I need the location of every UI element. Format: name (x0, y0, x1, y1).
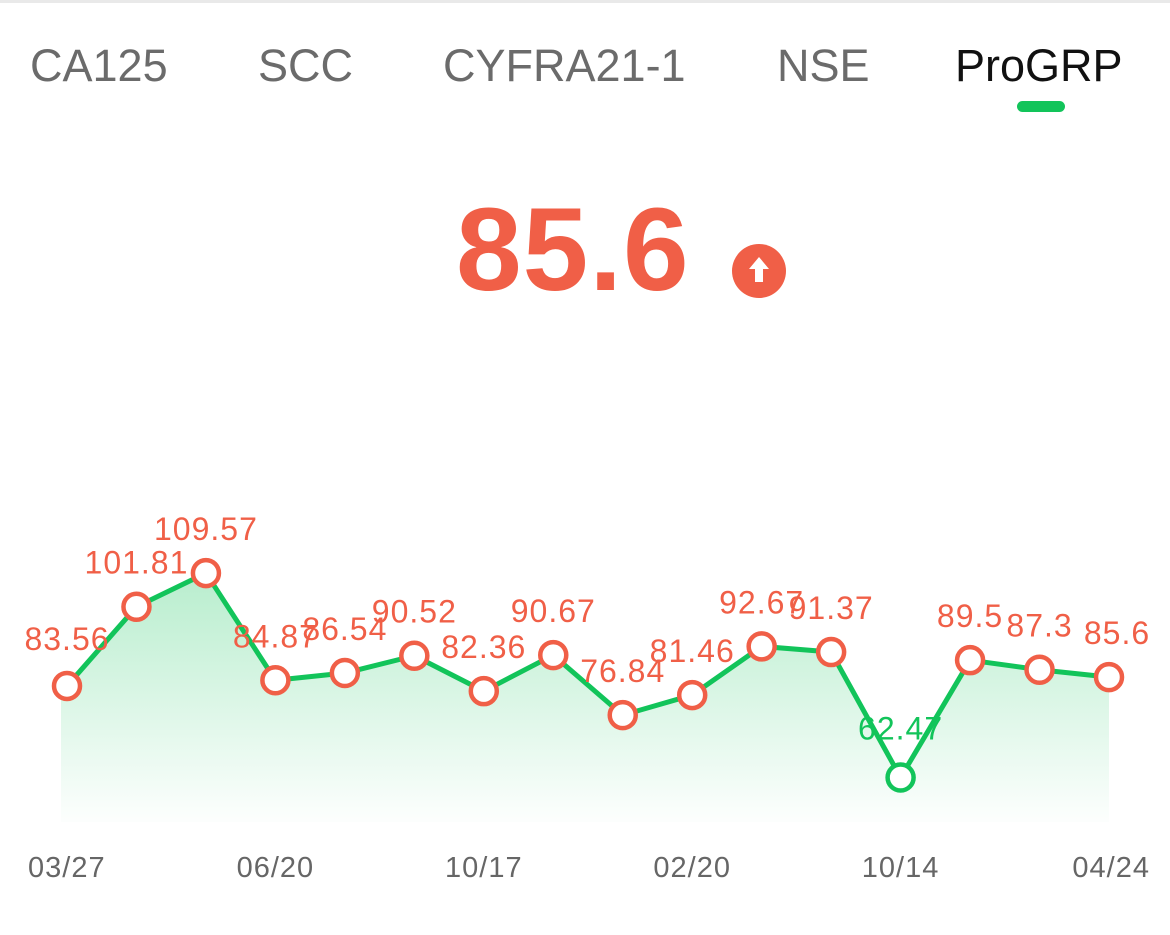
data-label: 62.47 (858, 710, 943, 746)
data-label: 89.5 (937, 598, 1003, 634)
data-point (1024, 654, 1055, 685)
data-label: 91.37 (789, 590, 874, 626)
current-value: 85.6 (456, 184, 690, 316)
data-point (954, 644, 986, 676)
data-label: 90.52 (372, 594, 457, 630)
x-tick-label: 10/14 (862, 852, 940, 884)
data-label: 90.67 (511, 593, 596, 629)
data-point (399, 640, 430, 671)
data-label: 76.84 (580, 653, 665, 689)
tab-progrp[interactable]: ProGRP (955, 40, 1123, 91)
data-point (885, 762, 916, 793)
area-fill (61, 573, 1109, 822)
x-tick-label: 06/20 (237, 852, 315, 884)
data-point (260, 665, 291, 696)
data-label: 83.56 (24, 621, 109, 657)
x-tick-label: 02/20 (653, 852, 731, 884)
data-label: 101.81 (85, 545, 189, 581)
x-tick-label: 04/24 (1072, 852, 1150, 884)
tab-cyfra21-1[interactable]: CYFRA21-1 (443, 40, 686, 91)
current-value-section: 85.6 (0, 180, 1170, 320)
data-point (329, 657, 361, 689)
data-label: 81.46 (650, 633, 735, 669)
arrow-up-icon (732, 244, 786, 298)
x-tick-label: 03/27 (28, 852, 106, 884)
data-point (676, 679, 708, 711)
tab-scc[interactable]: SCC (258, 40, 354, 91)
data-label: 82.36 (441, 629, 526, 665)
data-point (121, 591, 152, 622)
data-label: 85.6 (1084, 615, 1150, 651)
data-label: 109.57 (154, 511, 258, 547)
data-point (190, 557, 222, 589)
data-label: 84.87 (233, 618, 318, 654)
top-border (0, 0, 1170, 3)
active-tab-indicator (1017, 101, 1065, 112)
data-label: 86.54 (302, 611, 387, 647)
series-line (65, 570, 1110, 780)
data-point (746, 631, 777, 662)
data-point (538, 639, 569, 671)
data-label: 87.3 (1006, 608, 1072, 644)
data-point (51, 670, 83, 702)
tab-nse[interactable]: NSE (777, 40, 870, 91)
data-label: 92.67 (719, 584, 804, 620)
data-point (468, 675, 500, 707)
data-point (815, 636, 847, 668)
data-point (607, 699, 638, 731)
marker-tabs: CA125 SCC CYFRA21-1 NSE ProGRP (0, 0, 1170, 130)
data-point (1093, 661, 1125, 693)
x-tick-label: 10/17 (445, 852, 523, 884)
tab-ca125[interactable]: CA125 (30, 40, 168, 91)
